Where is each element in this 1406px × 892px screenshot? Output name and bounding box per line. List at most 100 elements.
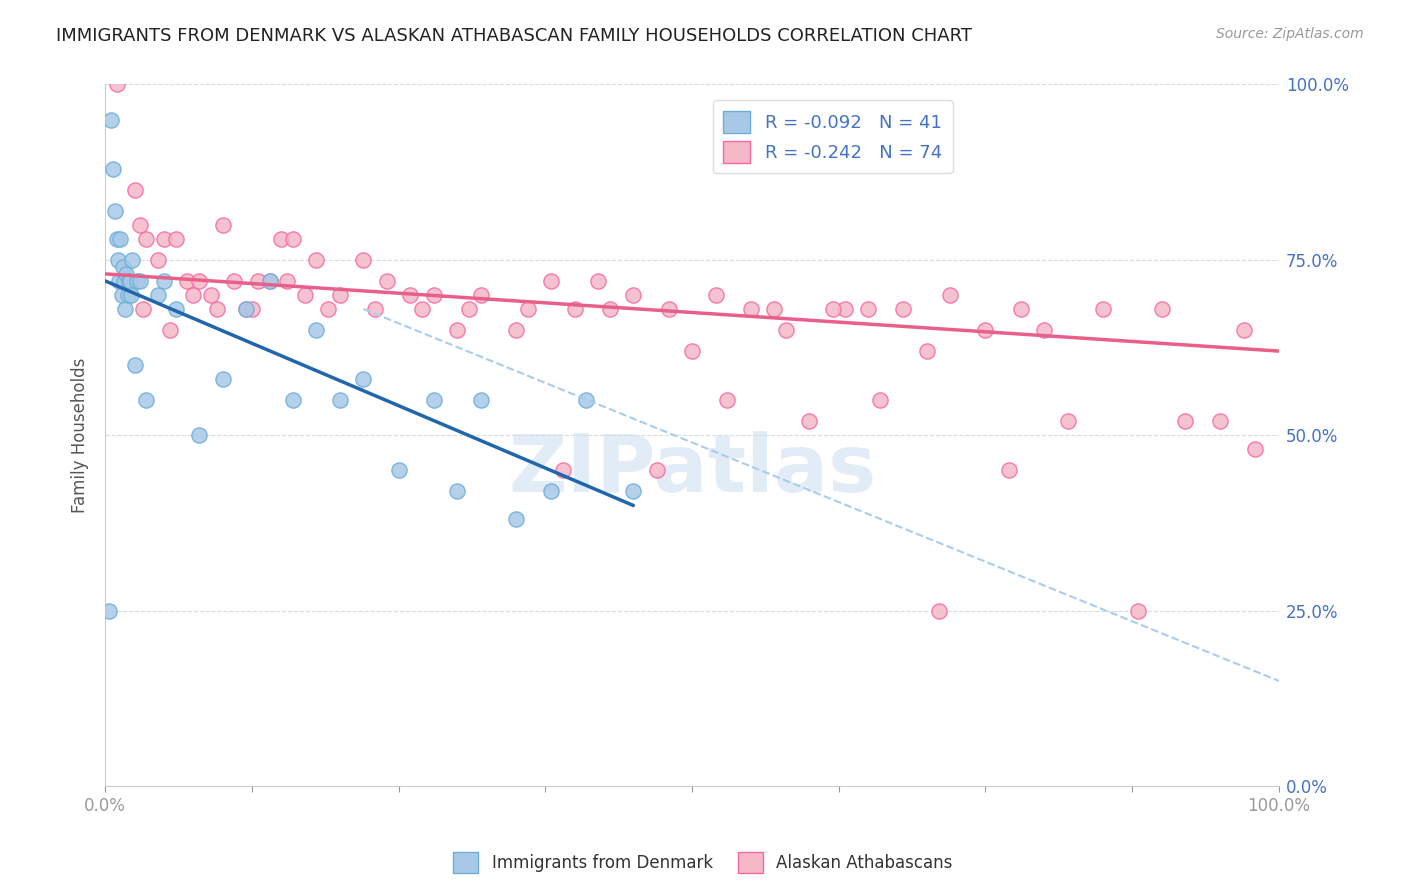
Point (118, 274, 141, 288)
Point (411, 301, 433, 316)
Point (111, 288, 134, 302)
Point (259, 274, 281, 288)
Point (104, 203, 127, 218)
Point (146, 288, 169, 302)
Point (124, 183, 146, 197)
Point (235, 301, 257, 316)
Point (188, 274, 211, 288)
Point (621, 288, 644, 302)
Point (388, 463, 411, 477)
Point (316, 301, 339, 316)
Point (658, 301, 681, 316)
Point (132, 301, 155, 316)
Point (153, 232, 176, 246)
Point (352, 372, 374, 386)
Point (110, 232, 132, 246)
Point (681, 344, 703, 359)
Point (364, 301, 387, 316)
Point (869, 393, 891, 408)
Point (121, 252, 143, 267)
Point (1150, 301, 1173, 316)
Point (281, 393, 304, 408)
Point (551, 463, 574, 477)
Point (540, 484, 562, 499)
Point (276, 274, 298, 288)
Point (856, 301, 879, 316)
Point (939, 288, 962, 302)
Y-axis label: Family Households: Family Households (72, 358, 89, 513)
Point (103, 161, 125, 176)
Point (105, 78, 128, 92)
Point (1091, 301, 1114, 316)
Point (470, 393, 492, 408)
Point (165, 301, 187, 316)
Point (115, 267, 138, 281)
Point (1056, 414, 1078, 428)
Point (1209, 414, 1232, 428)
Point (181, 288, 204, 302)
Point (575, 393, 598, 408)
Point (188, 428, 211, 442)
Point (1033, 323, 1056, 337)
Point (564, 301, 586, 316)
Point (118, 274, 141, 288)
Point (305, 252, 328, 267)
Point (375, 274, 398, 288)
Point (704, 288, 727, 302)
Point (224, 274, 246, 288)
Point (100, 112, 122, 127)
Point (446, 323, 468, 337)
Legend: R = -0.092   N = 41, R = -0.242   N = 74: R = -0.092 N = 41, R = -0.242 N = 74 (713, 101, 953, 173)
Point (775, 323, 797, 337)
Point (329, 393, 352, 408)
Point (120, 288, 142, 302)
Point (1010, 301, 1032, 316)
Point (270, 232, 292, 246)
Point (505, 323, 527, 337)
Point (111, 260, 134, 274)
Point (305, 323, 328, 337)
Point (470, 288, 492, 302)
Text: Source: ZipAtlas.com: Source: ZipAtlas.com (1216, 27, 1364, 41)
Point (125, 274, 148, 288)
Point (112, 274, 135, 288)
Point (423, 393, 446, 408)
Point (516, 301, 538, 316)
Point (599, 301, 621, 316)
Point (799, 414, 821, 428)
Point (153, 274, 176, 288)
Point (135, 393, 157, 408)
Point (998, 463, 1021, 477)
Legend: Immigrants from Denmark, Alaskan Athabascans: Immigrants from Denmark, Alaskan Athabas… (447, 846, 959, 880)
Point (146, 252, 169, 267)
Point (540, 274, 562, 288)
Point (1244, 442, 1267, 457)
Point (1174, 414, 1197, 428)
Point (423, 288, 446, 302)
Point (129, 274, 152, 288)
Point (505, 512, 527, 526)
Point (211, 372, 233, 386)
Point (329, 288, 352, 302)
Point (645, 463, 668, 477)
Point (211, 218, 233, 232)
Point (114, 301, 136, 316)
Point (834, 301, 856, 316)
Point (165, 232, 187, 246)
Point (205, 301, 228, 316)
Point (108, 274, 131, 288)
Point (105, 232, 128, 246)
Point (124, 358, 146, 372)
Point (107, 252, 129, 267)
Point (159, 323, 181, 337)
Point (716, 393, 738, 408)
Point (129, 218, 152, 232)
Point (1233, 323, 1256, 337)
Point (294, 288, 316, 302)
Text: ZIPatlas: ZIPatlas (508, 432, 876, 509)
Text: IMMIGRANTS FROM DENMARK VS ALASKAN ATHABASCAN FAMILY HOUSEHOLDS CORRELATION CHAR: IMMIGRANTS FROM DENMARK VS ALASKAN ATHAB… (56, 27, 972, 45)
Point (97, 604, 120, 618)
Point (200, 288, 222, 302)
Point (176, 274, 198, 288)
Point (281, 232, 304, 246)
